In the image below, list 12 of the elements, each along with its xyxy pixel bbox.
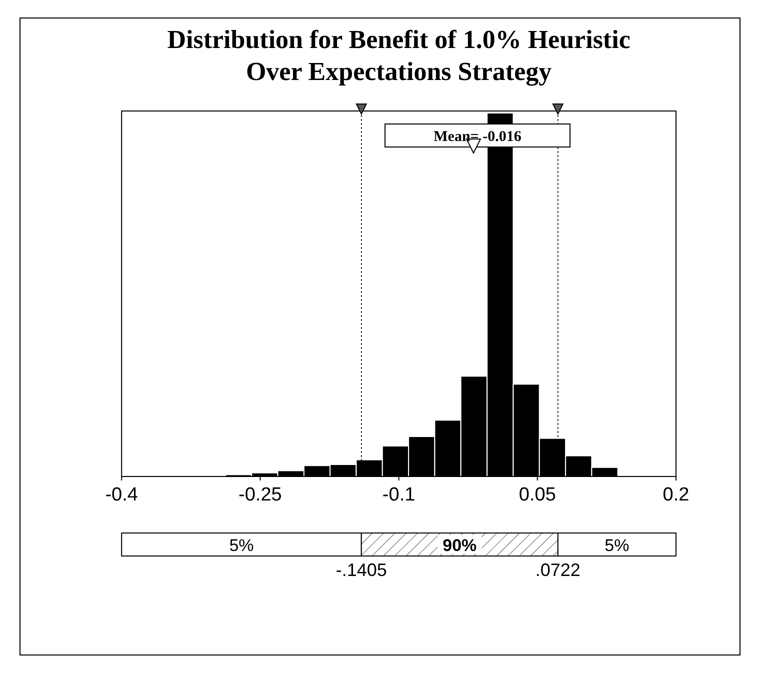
x-tick-label: -0.25: [238, 484, 282, 506]
text: 5%: [229, 536, 254, 555]
text: 5%: [604, 536, 630, 555]
annotation: Mean= -0.016: [434, 129, 522, 145]
x-tick-label: -0.4: [105, 484, 138, 506]
x-tick-label: 0.05: [518, 484, 556, 506]
text: 90%: [442, 536, 477, 555]
text: -.1405: [336, 560, 387, 580]
x-tick-label: 0.2: [662, 484, 690, 506]
x-tick-label: -0.1: [382, 484, 416, 506]
text: .0722: [535, 560, 580, 580]
chart-title: Distribution for Benefit of 1.0% Heuristic Over Expectations Strategy: [167, 25, 630, 86]
